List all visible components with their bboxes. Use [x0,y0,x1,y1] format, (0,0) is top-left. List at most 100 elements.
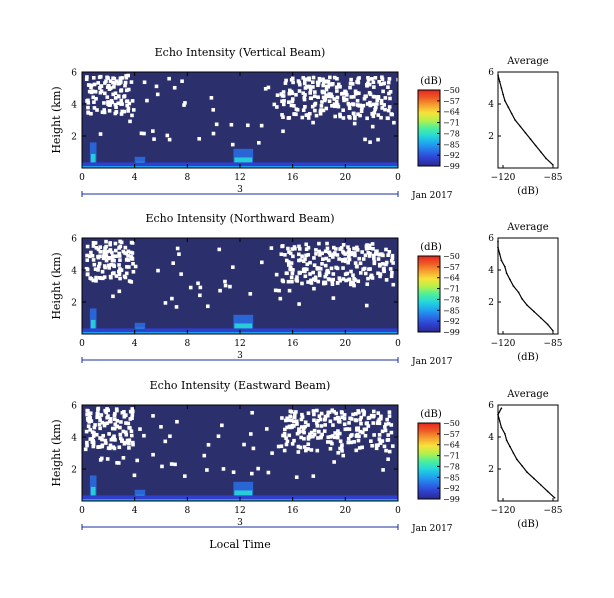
missing-data-cell [292,104,296,108]
missing-data-cell [371,246,375,251]
missing-data-cell [280,113,284,117]
missing-data-cell [106,102,110,107]
colorbar-tick-label: −57 [443,430,460,439]
missing-data-cell [355,264,359,269]
missing-data-cell [376,96,381,100]
missing-data-cell [298,247,302,251]
missing-data-cell [352,440,356,444]
average-profile-point [533,310,535,313]
missing-data-cell [315,448,320,453]
colorbar-tick-label: −50 [443,419,460,428]
missing-data-cell [388,89,393,94]
x-tick-label: 0 [395,173,401,183]
missing-data-cell [328,75,332,80]
missing-data-cell [303,267,307,271]
missing-data-cell [367,82,372,87]
missing-data-cell [281,102,286,107]
missing-data-cell [288,251,293,256]
missing-data-cell [356,77,360,82]
missing-data-cell [86,83,91,87]
missing-data-cell [85,443,89,448]
missing-data-cell [303,104,307,109]
missing-data-cell [360,445,364,450]
average-title: Average [506,389,549,400]
missing-data-cell [300,115,305,120]
missing-data-cell [103,81,107,85]
missing-data-cell [341,251,346,255]
x-tick-label: 0 [79,339,85,349]
missing-data-cell [288,265,293,269]
missing-data-cell [386,85,390,89]
missing-data-cell [281,433,285,438]
missing-data-cell [371,409,376,414]
missing-data-cell [376,137,380,142]
missing-data-cell [370,112,375,116]
missing-data-cell [117,263,121,267]
missing-data-cell [122,94,127,98]
missing-data-cell [98,426,102,431]
missing-data-cell [104,409,108,413]
x-tick-label: 0 [395,506,401,516]
missing-data-cell [98,249,103,254]
missing-data-cell [336,429,340,433]
average-profile-point [533,477,535,480]
missing-data-cell [340,443,344,447]
missing-data-cell [302,97,307,102]
missing-data-cell [339,410,344,414]
missing-data-cell [354,448,359,453]
missing-data-cell [347,257,352,262]
colorbar-tick-label: −92 [443,317,460,326]
missing-data-cell [108,419,113,424]
missing-data-cell [128,119,132,124]
missing-data-cell [338,114,342,119]
missing-data-cell [360,250,364,254]
missing-data-cell [114,274,119,278]
missing-data-cell [330,94,334,99]
missing-data-cell [390,253,395,258]
missing-data-cell [122,109,127,114]
missing-data-cell [98,418,102,422]
average-y-tick-label: 2 [488,298,494,308]
missing-data-cell [86,424,91,429]
missing-data-cell [330,103,334,108]
missing-data-cell [96,254,100,259]
missing-data-cell [376,411,381,415]
missing-data-cell [133,264,138,269]
missing-data-cell [105,85,110,89]
missing-data-cell [365,243,369,247]
missing-data-cell [107,263,111,268]
missing-data-cell [198,285,203,290]
missing-data-cell [368,100,372,105]
missing-data-cell [354,434,359,438]
missing-data-cell [377,252,382,257]
missing-data-cell [331,245,336,250]
missing-data-cell [378,82,383,87]
missing-data-cell [345,427,350,431]
missing-data-cell [330,408,335,413]
missing-data-cell [297,80,302,85]
missing-data-cell [290,247,295,251]
missing-data-cell [370,77,374,81]
x-tick-label: 0 [395,339,401,349]
missing-data-cell [287,424,292,429]
missing-data-cell [303,77,308,82]
missing-data-cell [289,410,294,414]
missing-data-cell [383,428,388,433]
missing-data-cell [303,86,308,90]
missing-data-cell [325,241,329,246]
missing-data-cell [173,462,177,467]
missing-data-cell [389,430,394,435]
missing-data-cell [132,473,137,478]
missing-data-cell [286,116,291,120]
average-profile-point [509,278,511,281]
missing-data-cell [352,121,357,126]
missing-data-cell [304,247,309,251]
missing-data-cell [221,467,226,471]
missing-data-cell [123,80,128,85]
missing-data-cell [125,265,129,269]
colorbar-tick-label: −50 [443,86,460,95]
missing-data-cell [260,260,264,265]
missing-data-cell [387,250,392,254]
missing-data-cell [89,83,94,88]
missing-data-cell [328,253,333,258]
